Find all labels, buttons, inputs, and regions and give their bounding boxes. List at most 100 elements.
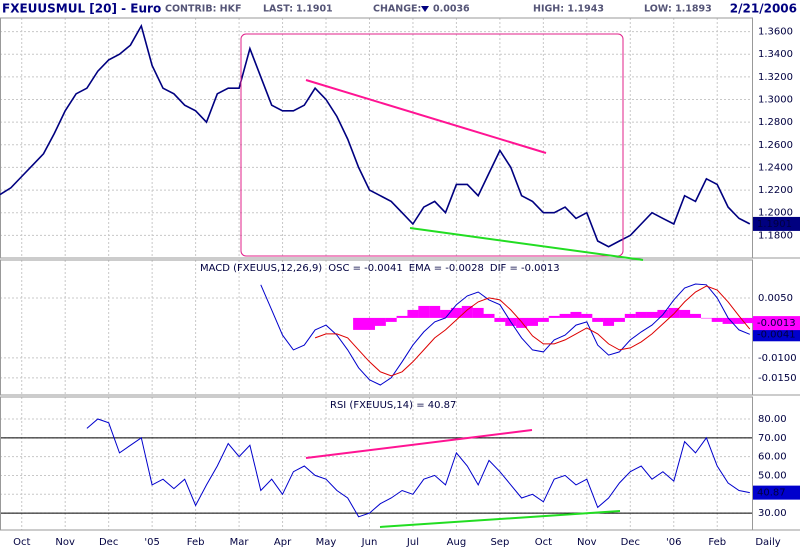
- histogram-bar: [494, 317, 506, 322]
- y-tick-label: 1.3400: [758, 49, 793, 60]
- legend-entry: DIF = -0.0013: [490, 263, 560, 274]
- series-line: [260, 283, 750, 386]
- histogram-bar: [700, 317, 712, 319]
- histogram-bar: [418, 305, 430, 318]
- panel-title: MACD (FXEUUS,12,26,9): [200, 263, 322, 274]
- value-flag: [753, 485, 800, 500]
- last-value: 1.1901: [296, 4, 333, 15]
- x-tick-label: Jul: [406, 537, 419, 548]
- y-tick-label: 50.00: [758, 470, 787, 481]
- histogram-bar: [516, 317, 528, 328]
- legend-entry: EMA = -0.0028: [409, 263, 484, 274]
- y-tick-label: 60.00: [758, 452, 787, 463]
- y-tick-label: 1.3000: [758, 95, 793, 106]
- date: 2/21/2006: [730, 2, 797, 16]
- x-tick-label: Jun: [361, 537, 378, 548]
- x-tick-label: Sep: [490, 537, 509, 548]
- x-tick-label: Aug: [447, 537, 467, 548]
- histogram-bar: [581, 313, 593, 318]
- value-flag: [753, 216, 800, 231]
- value-flag: [753, 327, 800, 342]
- histogram-bar: [613, 317, 625, 322]
- histogram-bar: [385, 317, 397, 322]
- series-line: [314, 285, 751, 377]
- price-line: [0, 23, 751, 248]
- y-tick-label: 1.2600: [758, 140, 793, 151]
- x-tick-label: '06: [666, 537, 681, 548]
- period-label: Daily: [755, 537, 780, 548]
- x-tick-label: Nov: [55, 537, 75, 548]
- histogram-bar: [526, 317, 538, 326]
- histogram-bar: [440, 309, 452, 318]
- histogram-bar: [374, 317, 386, 326]
- y-tick-label: 1.2400: [758, 162, 793, 173]
- legend-entry: OSC = -0.0041: [328, 263, 403, 274]
- change-label: CHANGE:: [373, 4, 421, 15]
- symbol: FXEUUSMUL [20] - Euro: [2, 2, 161, 16]
- histogram-bar: [396, 315, 408, 318]
- y-tick-label: 1.3600: [758, 27, 793, 38]
- histogram-bar: [635, 311, 647, 318]
- header: FXEUUSMUL [20] - Euro CONTRIB: HKF LAST:…: [2, 2, 797, 16]
- y-tick-label: 0.0050: [758, 293, 793, 304]
- histogram-bar: [450, 307, 462, 318]
- y-tick-label: 30.00: [758, 508, 787, 519]
- histogram-bar: [592, 317, 604, 322]
- low: LOW: 1.1893: [644, 4, 712, 15]
- x-tick-label: Nov: [577, 537, 597, 548]
- y-tick-label: 1.1800: [758, 230, 793, 241]
- histogram-bar: [429, 305, 441, 318]
- highlight-box: [240, 33, 624, 257]
- histogram-bar: [668, 307, 680, 318]
- trend-line: [305, 79, 547, 154]
- histogram-bar: [407, 309, 419, 318]
- histogram-bar: [537, 317, 549, 322]
- histogram-bar: [548, 315, 560, 318]
- x-tick-label: Feb: [708, 537, 726, 548]
- y-tick-label: 80.00: [758, 414, 787, 425]
- histogram-bar: [461, 305, 473, 318]
- x-tick-label: May: [316, 537, 337, 548]
- y-tick-label: -0.0150: [758, 373, 797, 384]
- histogram-bar: [733, 317, 745, 324]
- histogram-bar: [363, 317, 375, 330]
- down-arrow: [421, 6, 429, 12]
- value-flag-label: 1.1901: [757, 219, 792, 230]
- trend-line: [379, 510, 621, 528]
- histogram-bar: [679, 309, 691, 318]
- histogram-bar: [483, 313, 495, 318]
- histogram-bar: [624, 313, 636, 318]
- histogram-bar: [353, 317, 365, 330]
- x-tick-label: Oct: [13, 537, 30, 548]
- x-tick-label: Dec: [99, 537, 118, 548]
- histogram-bar: [689, 313, 701, 318]
- histogram-bar: [603, 317, 615, 326]
- last-label: LAST:: [263, 4, 293, 15]
- trend-line: [409, 227, 644, 261]
- y-tick-label: 1.2200: [758, 185, 793, 196]
- contrib: CONTRIB: HKF: [165, 4, 241, 15]
- histogram-bar: [472, 307, 484, 318]
- y-tick-label: -0.0100: [758, 353, 797, 364]
- histogram-bar: [646, 311, 658, 318]
- value-flag: [753, 316, 800, 331]
- y-tick-label: 1.2000: [758, 208, 793, 219]
- value-flag-label: 40.87: [757, 488, 786, 499]
- x-tick-label: Oct: [535, 537, 552, 548]
- trend-line: [305, 429, 533, 459]
- histogram-bar: [744, 317, 756, 324]
- x-tick-label: Dec: [621, 537, 640, 548]
- y-tick-label: 1.2800: [758, 117, 793, 128]
- y-tick-label: 70.00: [758, 433, 787, 444]
- value-flag-label: -0.0013: [757, 318, 796, 329]
- x-tick-label: Apr: [274, 537, 292, 548]
- y-tick-label: 1.3200: [758, 72, 793, 83]
- annotations: [240, 33, 644, 528]
- change-value: 0.0036: [433, 4, 470, 15]
- x-tick-label: '05: [144, 537, 159, 548]
- price-line: [86, 418, 750, 518]
- value-flag-label: -0.0041: [757, 329, 796, 340]
- high: HIGH: 1.1943: [533, 4, 604, 15]
